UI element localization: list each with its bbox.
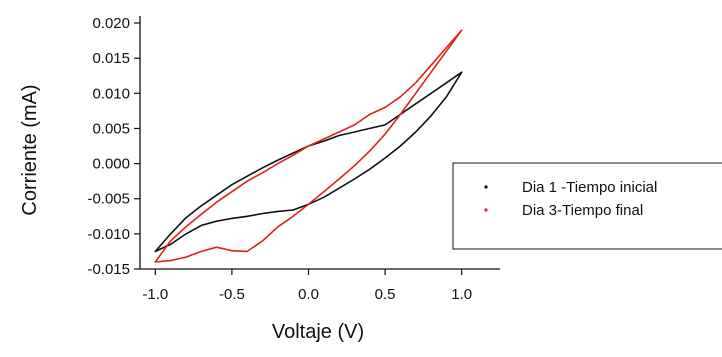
legend-marker (484, 185, 488, 189)
x-tick-label: 0.5 (375, 286, 396, 303)
y-tick-label: 0.020 (92, 15, 130, 32)
y-ticks: -0.015 -0.010 -0.005 0.000 0.005 0.010 0.015 0.… (87, 15, 140, 278)
x-tick-label: -1.0 (142, 286, 168, 303)
y-tick-label: -0.015 (87, 261, 130, 278)
y-tick-label: 0.015 (92, 50, 130, 67)
legend-label: Dia 1 -Tiempo inicial (522, 179, 657, 196)
x-ticks: -1.0 -0.5 0.0 0.5 1.0 (142, 269, 472, 303)
y-axis-title: Corriente (mA) (19, 84, 41, 215)
plot-lines (154, 29, 463, 263)
y-tick-label: -0.005 (87, 191, 130, 208)
x-tick-label: 0.0 (298, 286, 319, 303)
x-axis-title: Voltaje (V) (272, 321, 364, 343)
y-tick-label: 0.010 (92, 85, 130, 102)
y-tick-label: 0.005 (92, 120, 130, 137)
y-tick-label: 0.000 (92, 156, 130, 173)
x-tick-label: -0.5 (219, 286, 245, 303)
legend: Dia 1 -Tiempo inicial Dia 3-Tiempo final (452, 162, 722, 250)
y-tick-label: -0.010 (87, 226, 130, 243)
legend-box (452, 162, 722, 250)
series-line-1 (154, 71, 463, 253)
x-tick-label: 1.0 (451, 286, 472, 303)
legend-label: Dia 3-Tiempo final (522, 202, 643, 219)
series-line-2 (154, 29, 463, 263)
legend-marker (484, 208, 488, 212)
